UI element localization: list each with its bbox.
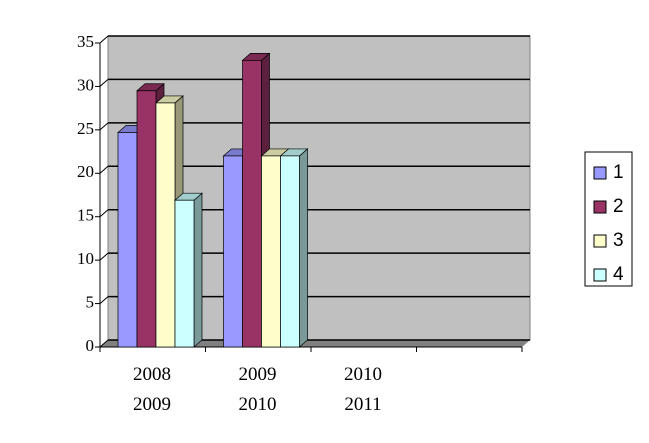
bar-side	[193, 192, 203, 348]
bar	[261, 155, 281, 348]
y-tick-label: 5	[86, 292, 95, 311]
legend-label: 3	[613, 230, 624, 251]
x-tick-label: 2009 2010	[238, 364, 277, 415]
y-tick-label: 35	[77, 32, 94, 51]
x-tick-label: 2010 2011	[344, 364, 382, 415]
y-tick-label: 30	[77, 75, 94, 94]
bar-side	[299, 148, 308, 348]
y-tick-label: 0	[86, 336, 95, 355]
legend-swatch	[593, 200, 607, 214]
floor	[100, 340, 530, 347]
y-tick-label: 20	[77, 162, 94, 181]
bar	[242, 60, 262, 348]
legend-swatch	[593, 268, 607, 282]
grid-line	[99, 209, 109, 218]
legend-label: 2	[613, 196, 624, 217]
grid-line	[99, 296, 109, 304]
grid-line	[99, 35, 109, 44]
y-tick-label: 25	[77, 119, 94, 138]
bar	[223, 155, 243, 348]
bar	[280, 155, 300, 348]
grid-line	[99, 79, 109, 87]
bar	[117, 132, 138, 348]
grid-line	[99, 165, 109, 174]
grid-line	[99, 122, 109, 131]
bar	[136, 90, 157, 348]
bar	[174, 199, 195, 348]
x-tick-label: 2008 2009	[133, 364, 171, 415]
y-tick-label: 15	[77, 206, 94, 225]
legend-swatch	[593, 234, 607, 248]
grid-line	[99, 339, 109, 348]
bar	[155, 102, 176, 348]
grid-line	[99, 252, 109, 261]
legend-label: 1	[613, 162, 624, 183]
legend-box	[584, 151, 633, 287]
y-tick-label: 10	[77, 249, 94, 268]
legend-swatch	[593, 166, 607, 180]
legend-label: 4	[613, 264, 624, 285]
